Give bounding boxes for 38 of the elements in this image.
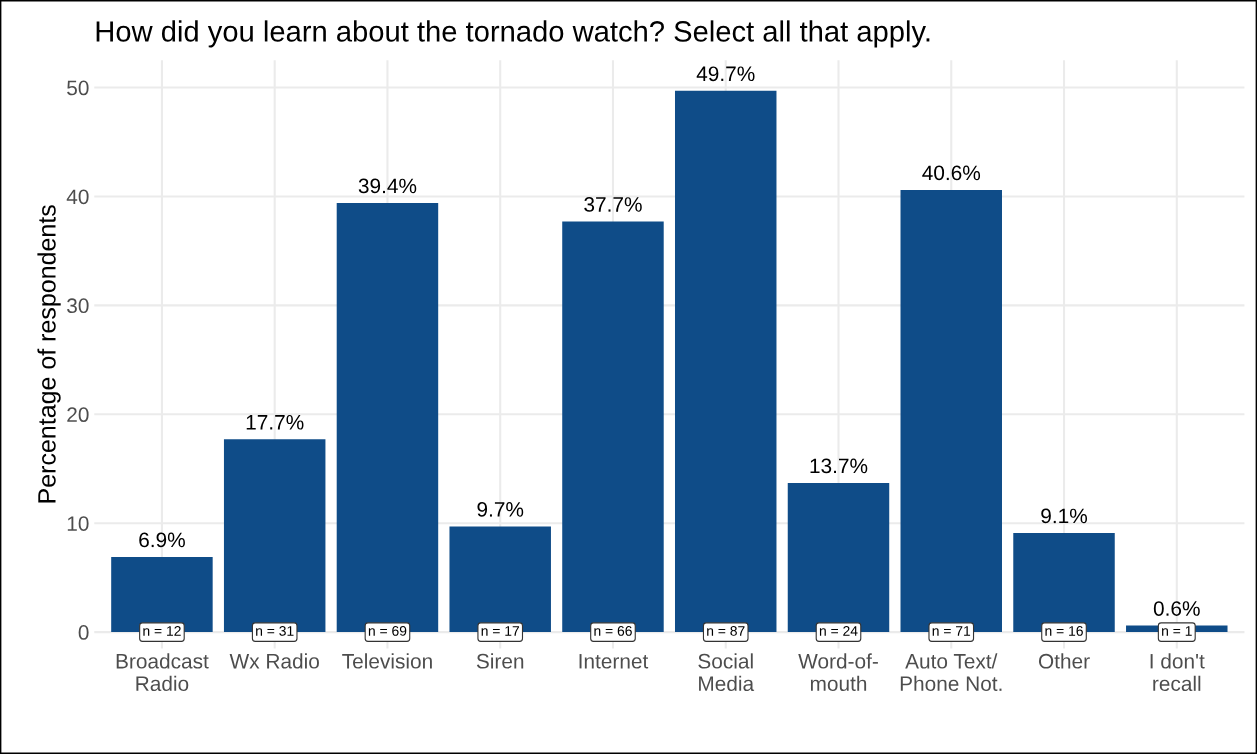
y-tick-label: 10 [67, 516, 89, 531]
x-tick-label: Television [342, 653, 432, 669]
x-tick-label: Siren [476, 653, 524, 669]
annotation: n = 16 [1045, 626, 1083, 636]
x-tick-label: Internet [579, 654, 649, 669]
annotation: n = 17 [481, 626, 520, 636]
data-label: 40.6% [922, 165, 981, 181]
annotation: n = 24 [819, 626, 858, 636]
annotation: n = 31 [256, 626, 294, 636]
y-axis-title: Percentage of respondents [37, 205, 61, 503]
x-tick-label: Auto Text/ Phone Not. [900, 653, 1002, 692]
annotation: n = 66 [594, 626, 632, 636]
y-tick-label: 50 [67, 80, 89, 96]
y-tick-label: 30 [67, 298, 89, 314]
data-label: 6.9% [139, 532, 185, 548]
chart-title: How did you learn about the tornado watch? Select all that apply. [96, 20, 930, 48]
data-label: 9.1% [1041, 508, 1088, 524]
annotation: n = 87 [707, 626, 745, 636]
data-label: 37.7% [584, 197, 642, 212]
y-tick-label: 20 [67, 407, 89, 423]
x-tick-label: Broadcast Radio [116, 653, 209, 692]
data-label: 9.7% [477, 502, 524, 517]
annotation: n = 69 [368, 626, 407, 636]
data-label: 17.7% [246, 415, 304, 430]
data-label: 39.4% [358, 178, 417, 194]
x-tick-label: I don't recall [1150, 653, 1205, 692]
annotation: n = 71 [932, 626, 971, 636]
annotation: n = 1 [1162, 626, 1192, 636]
y-tick-label: 40 [66, 189, 89, 205]
data-label: 0.6% [1153, 601, 1200, 616]
x-tick-label: Word-of- mouth [798, 653, 878, 692]
annotation: n = 12 [143, 626, 181, 636]
x-tick-label: Wx Radio [229, 653, 319, 669]
x-tick-label: Social Media [698, 653, 755, 692]
y-tick-label: 0 [78, 625, 89, 640]
x-tick-label: Other [1038, 653, 1090, 669]
data-label: 13.7% [810, 458, 868, 474]
data-label: 49.7% [696, 66, 755, 82]
